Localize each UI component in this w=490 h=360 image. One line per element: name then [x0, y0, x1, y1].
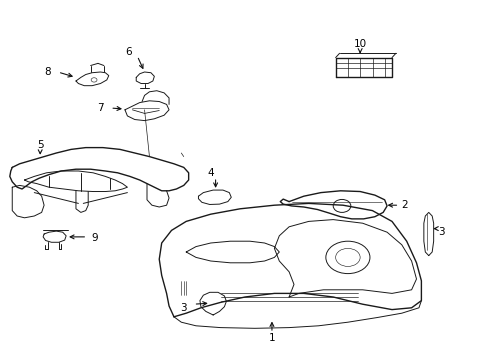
Text: 5: 5 — [37, 140, 44, 150]
Text: 4: 4 — [207, 168, 214, 178]
Text: 1: 1 — [269, 333, 275, 343]
Text: 2: 2 — [401, 200, 408, 210]
Text: 6: 6 — [125, 47, 132, 57]
Text: 3: 3 — [180, 303, 187, 313]
Text: 3: 3 — [438, 227, 444, 237]
Text: 10: 10 — [354, 39, 367, 49]
Text: 7: 7 — [97, 103, 104, 113]
Text: 9: 9 — [91, 233, 98, 243]
Text: 8: 8 — [45, 67, 51, 77]
